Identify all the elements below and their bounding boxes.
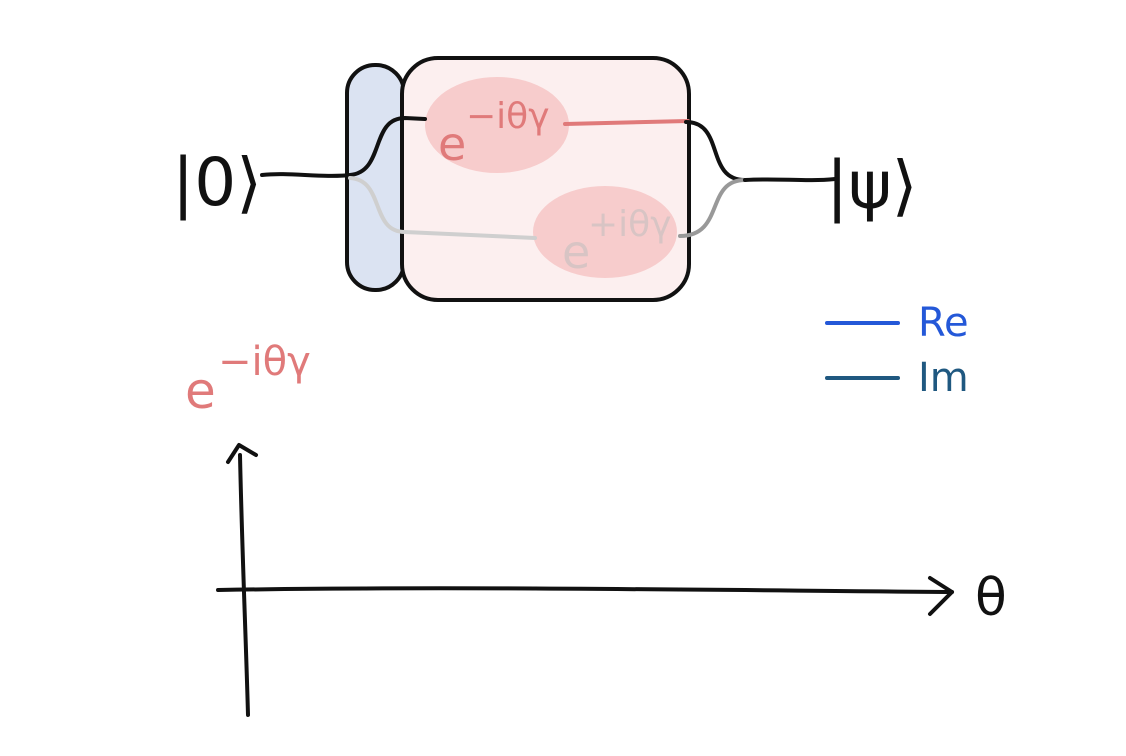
- upper-phase-exponent: −iθγ: [466, 96, 550, 137]
- y-label-base: e: [185, 362, 216, 420]
- x-label: θ: [975, 568, 1007, 628]
- y-axis: [238, 453, 250, 717]
- upper-phase-base: e: [438, 117, 466, 171]
- lower-phase-exponent: +iθγ: [588, 204, 672, 245]
- upper-path: [563, 119, 690, 126]
- upper-path-entry: [348, 116, 427, 177]
- lower-exit: [678, 178, 747, 238]
- output-wire: [743, 177, 837, 183]
- y-label-exponent: −iθγ: [218, 339, 311, 385]
- upper-exit: [684, 120, 747, 182]
- lower-phase-base: e: [562, 225, 590, 279]
- upper-blob: [425, 77, 569, 173]
- input-state: |0⟩: [172, 144, 262, 221]
- x-axis: [216, 586, 954, 594]
- y-arrow: [226, 443, 258, 464]
- x-arrow: [928, 576, 954, 616]
- input-wire: [260, 172, 354, 178]
- lower-blob: [533, 186, 677, 278]
- legend-label: Re: [918, 300, 969, 346]
- legend-label: Im: [918, 355, 969, 401]
- output-state: |ψ⟩: [826, 147, 918, 224]
- lower-path: [348, 176, 537, 240]
